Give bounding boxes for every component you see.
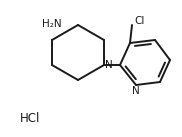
- Text: Cl: Cl: [134, 16, 144, 26]
- Text: HCl: HCl: [20, 112, 40, 125]
- Text: H₂N: H₂N: [42, 19, 62, 29]
- Text: N: N: [132, 86, 140, 96]
- Text: N: N: [105, 60, 113, 70]
